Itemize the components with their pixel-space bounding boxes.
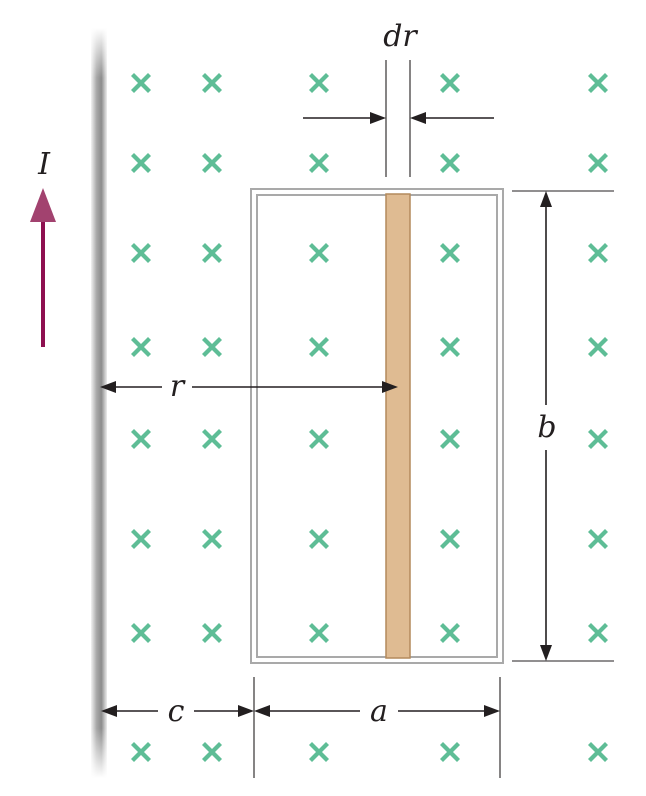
field-x-icon	[588, 623, 608, 643]
field-x-icon	[202, 243, 222, 263]
field-x-icon	[588, 429, 608, 449]
field-x-icon	[202, 337, 222, 357]
b-label: b	[537, 410, 556, 445]
field-x-icon	[588, 243, 608, 263]
field-x-icon	[440, 529, 460, 549]
dr-label: dr	[383, 19, 418, 54]
field-x-icon	[202, 529, 222, 549]
magnetic-field-into-page	[131, 73, 608, 762]
dimension-r	[100, 381, 398, 393]
field-x-icon	[440, 243, 460, 263]
dimension-b	[512, 190, 614, 662]
field-x-icon	[309, 337, 329, 357]
field-x-icon	[131, 243, 151, 263]
field-x-icon	[131, 429, 151, 449]
field-x-icon	[131, 153, 151, 173]
field-x-icon	[131, 623, 151, 643]
current-arrow-icon	[30, 188, 56, 347]
c-label: c	[168, 694, 185, 729]
field-x-icon	[202, 623, 222, 643]
area-element-strip	[385, 193, 411, 659]
field-x-icon	[131, 529, 151, 549]
field-x-icon	[202, 429, 222, 449]
field-x-icon	[309, 243, 329, 263]
field-x-icon	[131, 73, 151, 93]
dimension-a	[254, 677, 501, 778]
field-x-icon	[309, 742, 329, 762]
dimension-c	[101, 677, 255, 778]
r-label: r	[170, 369, 186, 404]
field-x-icon	[202, 73, 222, 93]
field-x-icon	[309, 153, 329, 173]
field-x-icon	[440, 153, 460, 173]
a-label: a	[370, 694, 388, 729]
field-x-icon	[588, 742, 608, 762]
dimension-dr	[303, 60, 494, 177]
field-x-icon	[309, 73, 329, 93]
field-x-icon	[588, 337, 608, 357]
field-x-icon	[588, 73, 608, 93]
field-x-icon	[309, 429, 329, 449]
field-x-icon	[440, 742, 460, 762]
field-x-icon	[440, 429, 460, 449]
field-x-icon	[588, 529, 608, 549]
field-x-icon	[202, 742, 222, 762]
field-x-icon	[131, 742, 151, 762]
field-x-icon	[440, 73, 460, 93]
field-x-icon	[309, 529, 329, 549]
rectangular-loop	[250, 188, 504, 664]
field-x-icon	[440, 623, 460, 643]
field-x-icon	[131, 337, 151, 357]
current-label: I	[37, 147, 51, 182]
long-straight-wire	[89, 28, 109, 778]
field-x-icon	[202, 153, 222, 173]
field-x-icon	[588, 153, 608, 173]
field-x-icon	[440, 337, 460, 357]
field-x-icon	[309, 623, 329, 643]
